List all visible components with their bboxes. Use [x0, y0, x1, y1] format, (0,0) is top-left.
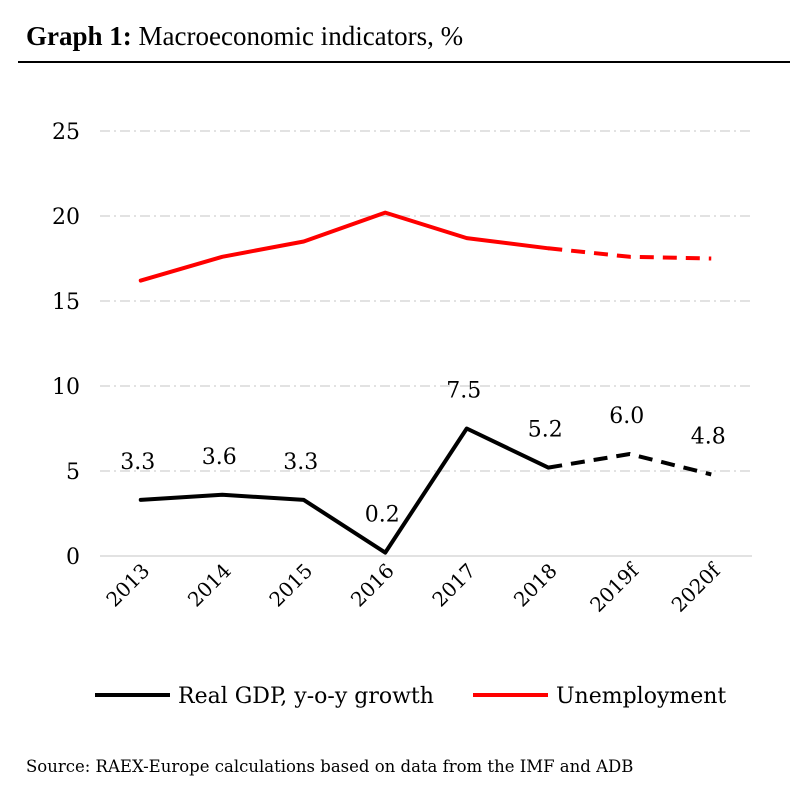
y-tick-label: 10	[52, 375, 80, 400]
x-tick-label: 2016	[346, 559, 399, 612]
data-label: 0.2	[365, 503, 400, 528]
chart-title-bold: Graph 1:	[26, 21, 132, 51]
data-label: 5.2	[528, 418, 563, 443]
source-note: Source: RAEX-Europe calculations based o…	[26, 757, 634, 776]
x-tick-label: 2018	[509, 559, 562, 612]
series-forecast-line-unemployment	[548, 246, 712, 261]
y-tick-label: 0	[66, 545, 80, 570]
data-label: 3.6	[202, 445, 237, 470]
data-label: 7.5	[446, 379, 481, 404]
legend-label-gdp: Real GDP, y-o-y growth	[178, 684, 434, 709]
legend-label-unemployment: Unemployment	[556, 684, 726, 709]
x-tick-label: 2014	[183, 559, 236, 612]
data-label: 3.3	[120, 450, 155, 475]
x-tick-label: 2019f	[585, 557, 644, 616]
y-tick-label: 20	[52, 205, 80, 230]
series-line-gdp	[138, 426, 551, 555]
x-tick-label: 2013	[101, 559, 154, 612]
x-tick-label: 2020f	[667, 557, 726, 616]
y-tick-label: 5	[66, 460, 80, 485]
x-tick-label: 2017	[427, 559, 480, 612]
y-tick-label: 15	[52, 290, 80, 315]
x-tick-label: 2015	[264, 559, 317, 612]
line-chart: 0 5 10 15 20 25 2013 2014 2015 2016 2017 2018 2019f 2…	[52, 120, 752, 709]
series-line-unemployment	[138, 210, 551, 283]
chart-title-text: Macroeconomic indicators, %	[138, 21, 464, 51]
y-tick-label: 25	[52, 120, 80, 145]
data-label: 6.0	[609, 404, 644, 429]
data-label: 4.8	[691, 424, 726, 449]
data-label: 3.3	[283, 450, 318, 475]
title-rule	[18, 61, 790, 63]
chart-title: Graph 1: Macroeconomic indicators, %	[26, 16, 463, 56]
